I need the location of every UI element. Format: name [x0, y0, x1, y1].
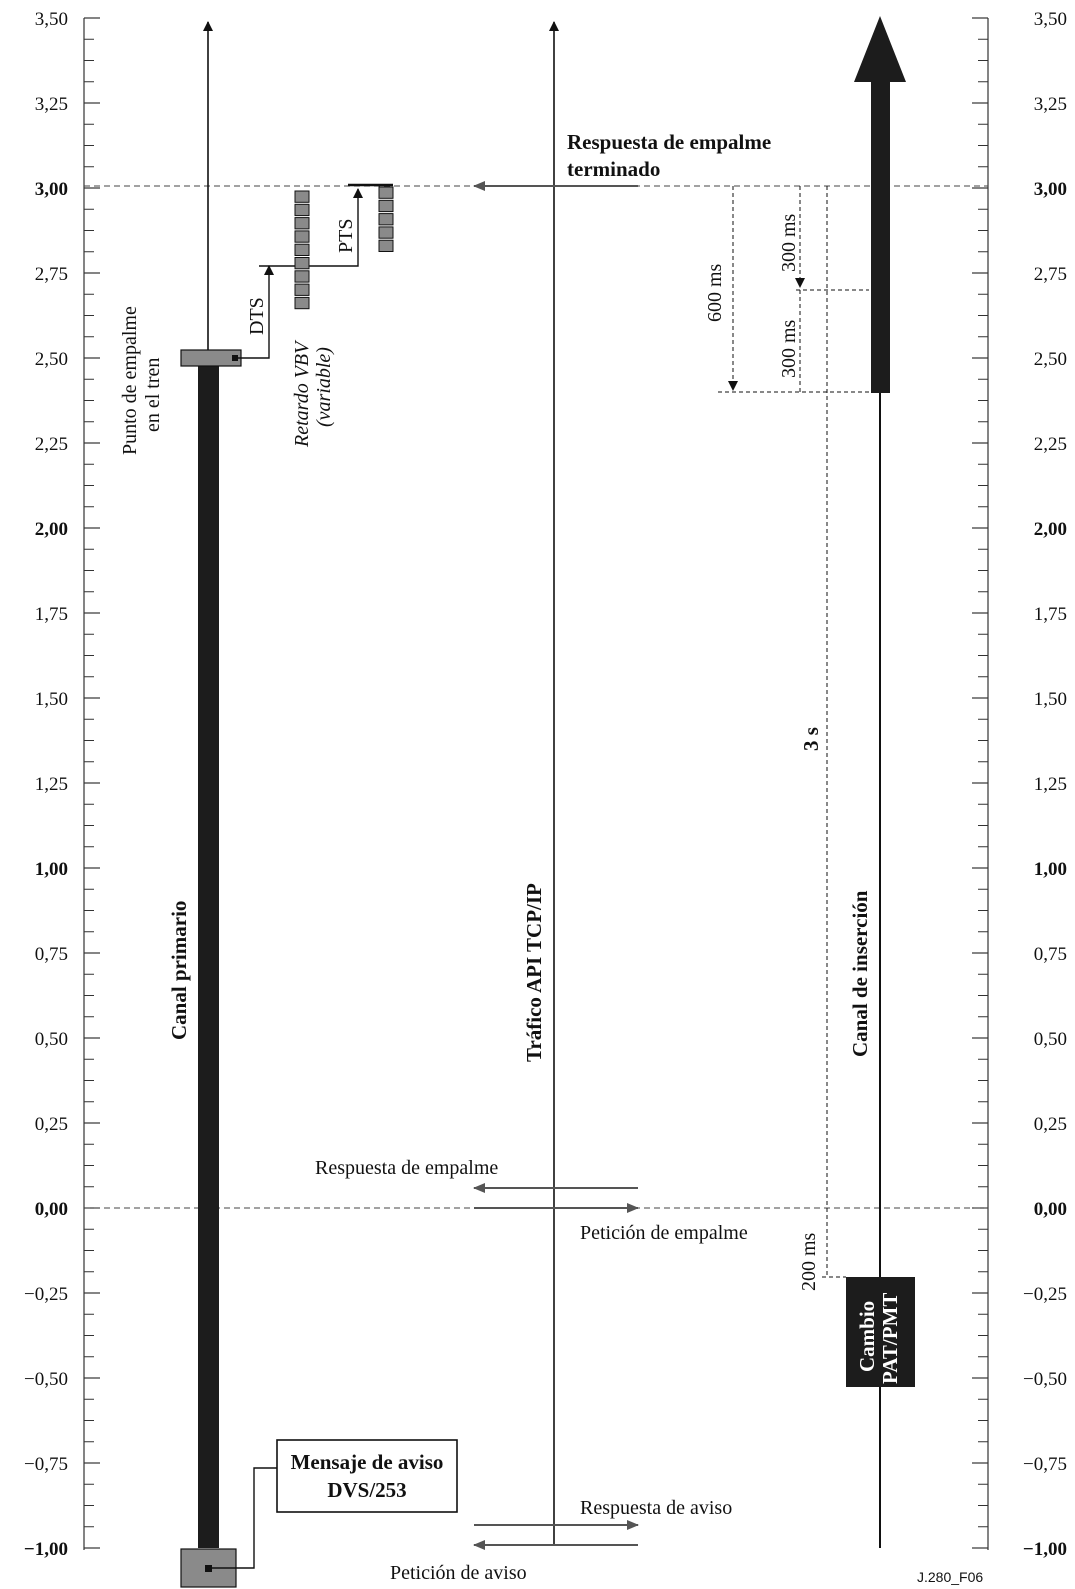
vbv-buffer-cell: [294, 217, 310, 230]
notice-message-box: [276, 1439, 458, 1513]
vbv-buffer-cell: [294, 230, 310, 243]
right-axis-tick-label: 2,50: [1034, 349, 1067, 370]
right-axis-tick-label: −1,00: [1023, 1539, 1067, 1560]
vbv-buffer-cell: [294, 243, 310, 256]
right-axis-tick-label: 1,75: [1034, 604, 1067, 625]
left-axis-tick-label: −1,00: [24, 1539, 68, 1560]
vbv-buffer-cell: [294, 203, 310, 217]
left-axis-tick-label: 0,50: [35, 1029, 68, 1050]
right-axis-tick-label: 3,25: [1034, 94, 1067, 115]
dim-3s-label: 3 s: [799, 727, 823, 751]
right-axis-tick-label: 2,75: [1034, 264, 1067, 285]
right-axis-tick-label: 3,00: [1034, 179, 1067, 200]
left-axis-tick-label: 2,75: [35, 264, 68, 285]
pts-label: PTS: [335, 219, 357, 253]
vbv-buffer-stack-short: [378, 186, 394, 252]
right-axis-tick-label: 0,25: [1034, 1114, 1067, 1135]
notice-point-marker: [205, 1565, 212, 1572]
right-axis-tick-label: 2,25: [1034, 434, 1067, 455]
dim-300ms-bottom-label: 300 ms: [778, 319, 800, 378]
vbv-buffer-cell: [294, 296, 310, 310]
dim-300ms-top-label: 300 ms: [778, 213, 800, 272]
pat-pmt-change-box: [846, 1277, 915, 1387]
right-axis-tick-label: 3,50: [1034, 9, 1067, 30]
splice-done-label: Respuesta de empalme: [567, 130, 771, 154]
primary-channel-bar: [198, 362, 219, 1548]
dim-600ms-label: 600 ms: [704, 263, 726, 322]
right-axis-tick-label: −0,75: [1023, 1454, 1067, 1475]
pat-pmt-change-label-sub: PAT/PMT: [878, 1293, 902, 1384]
vbv-buffer-cell: [378, 239, 394, 252]
left-axis-tick-label: 2,00: [35, 519, 68, 540]
left-axis-tick-label: 0,75: [35, 944, 68, 965]
pts-connector: [303, 188, 363, 267]
left-time-axis: 3,50 3,25 3,00 2,75 2,50 2,25 2,00 1,75 1,50 1,25…: [24, 9, 100, 1560]
left-axis-tick-label: 1,25: [35, 774, 68, 795]
dim-200ms-label: 200 ms: [798, 1232, 820, 1291]
notice-message-label-sub: DVS/253: [327, 1478, 406, 1502]
left-axis-tick-label: −0,50: [24, 1369, 68, 1390]
vbv-buffer-cell: [378, 186, 394, 199]
insertion-channel-label: Canal de inserción: [848, 890, 872, 1057]
right-axis-tick-label: 0,00: [1034, 1199, 1067, 1220]
right-axis-tick-label: 1,50: [1034, 689, 1067, 710]
left-axis-tick-label: 2,25: [35, 434, 68, 455]
left-axis-tick-label: 3,00: [35, 179, 68, 200]
pat-pmt-change-label: Cambio: [855, 1301, 879, 1372]
right-axis-tick-label: 1,00: [1034, 859, 1067, 880]
insertion-channel-bar: [871, 78, 890, 393]
left-axis-tick-label: 1,75: [35, 604, 68, 625]
left-axis-tick-label: 3,50: [35, 9, 68, 30]
right-axis-tick-label: 0,50: [1034, 1029, 1067, 1050]
left-axis-tick-label: 2,50: [35, 349, 68, 370]
splice-point-marker: [232, 355, 238, 361]
right-axis-tick-label: 2,00: [1034, 519, 1067, 540]
vbv-buffer-cell: [294, 283, 310, 296]
left-axis-tick-label: −0,25: [24, 1284, 68, 1305]
right-time-axis: 3,50 3,25 3,00 2,75 2,50 2,25 2,00 1,75 1,50 1,25…: [972, 9, 1067, 1560]
splice-response-label: Respuesta de empalme: [315, 1157, 498, 1179]
vbv-buffer-cell: [378, 213, 394, 226]
primary-channel-label: Canal primario: [167, 901, 191, 1040]
notice-leader-line: [212, 1467, 277, 1569]
left-axis-tick-label: 0,25: [35, 1114, 68, 1135]
insertion-channel-arrowhead: [854, 16, 906, 82]
vbv-buffer-stack: [294, 190, 310, 310]
vbv-buffer-cell: [294, 257, 310, 270]
vbv-buffer-cell: [294, 190, 310, 203]
notice-request-label: Petición de aviso: [390, 1562, 527, 1584]
right-axis-tick-label: −0,25: [1023, 1284, 1067, 1305]
splice-point-label-sub: en el tren: [142, 358, 164, 432]
notice-response-label: Respuesta de aviso: [580, 1497, 732, 1519]
dts-connector: [238, 265, 274, 359]
figure-id: J.280_F06: [917, 1569, 983, 1585]
left-axis-tick-label: 0,00: [35, 1199, 68, 1220]
splice-done-label-sub: terminado: [567, 157, 660, 181]
right-axis-tick-label: −0,50: [1023, 1369, 1067, 1390]
vbv-delay-label: Retardo VBV: [291, 339, 313, 448]
vbv-buffer-cell: [378, 199, 394, 213]
right-axis-tick-label: 0,75: [1034, 944, 1067, 965]
left-axis-tick-label: 1,00: [35, 859, 68, 880]
vbv-delay-label-sub: (variable): [313, 347, 335, 427]
api-traffic-label: Tráfico API TCP/IP: [522, 883, 546, 1062]
left-axis-tick-label: 1,50: [35, 689, 68, 710]
vbv-buffer-cell: [294, 270, 310, 283]
notice-message-label: Mensaje de aviso: [291, 1450, 444, 1474]
right-axis-tick-label: 1,25: [1034, 774, 1067, 795]
dts-label: DTS: [246, 297, 268, 335]
left-axis-tick-label: −0,75: [24, 1454, 68, 1475]
left-axis-tick-label: 3,25: [35, 94, 68, 115]
splice-point-label: Punto de empalme: [119, 306, 141, 455]
splice-request-label: Petición de empalme: [580, 1222, 748, 1244]
vbv-buffer-cell: [378, 226, 394, 239]
